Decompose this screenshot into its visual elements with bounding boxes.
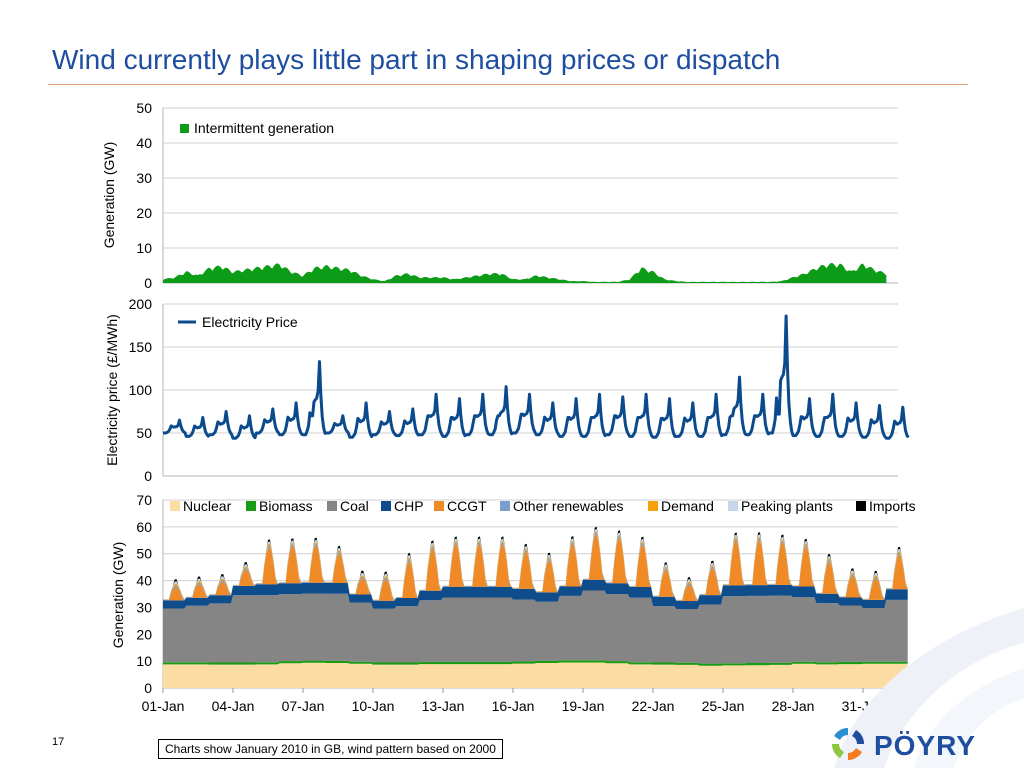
poyry-logo: PÖYRY bbox=[831, 727, 976, 761]
legend-swatch-imports bbox=[856, 501, 866, 511]
x-tick-label: 28-Jan bbox=[772, 698, 815, 714]
chart3-y-ticks: 0 10 20 30 40 50 60 70 bbox=[136, 492, 152, 696]
electricity-price-chart: Electricity price (£/MWh) 0 50 100 150 200 E… bbox=[104, 296, 910, 484]
page-title: Wind currently plays little part in shap… bbox=[52, 44, 781, 75]
p2-y-tick-label: 150 bbox=[129, 339, 153, 355]
generation-stack bbox=[163, 526, 908, 688]
p3-y-tick-label: 60 bbox=[136, 519, 152, 535]
chart2-ylabel: Electricity price (£/MWh) bbox=[104, 314, 120, 466]
legend-label-chp: CHP bbox=[394, 498, 424, 514]
legend-label-price: Electricity Price bbox=[202, 314, 298, 330]
x-tick-label: 01-Jan bbox=[142, 698, 185, 714]
generation-layer-coal bbox=[163, 590, 908, 664]
title-divider bbox=[48, 84, 968, 85]
legend-swatch-peaking bbox=[728, 501, 738, 511]
p3-y-tick-label: 0 bbox=[144, 680, 152, 696]
p2-y-tick-label: 0 bbox=[144, 468, 152, 484]
legend-swatch-nuclear bbox=[170, 501, 180, 511]
legend-label-other_renewables: Other renewables bbox=[513, 498, 624, 514]
chart3-ylabel: Generation (GW) bbox=[110, 542, 126, 649]
generation-layer-ccgt bbox=[163, 534, 908, 601]
footnote: Charts show January 2010 in GB, wind pat… bbox=[158, 739, 503, 759]
p1-y-tick-label: 50 bbox=[136, 100, 152, 116]
electricity-price-line bbox=[162, 314, 910, 440]
legend-label-ccgt: CCGT bbox=[447, 498, 487, 514]
legend-swatch-coal bbox=[327, 501, 337, 511]
legend-label-coal: Coal bbox=[340, 498, 369, 514]
x-tick-label: 22-Jan bbox=[632, 698, 675, 714]
page-number: 17 bbox=[52, 736, 65, 748]
p1-y-tick-label: 40 bbox=[136, 135, 152, 151]
p3-y-tick-label: 10 bbox=[136, 653, 152, 669]
p3-y-tick-label: 50 bbox=[136, 546, 152, 562]
decorative-swirl bbox=[834, 608, 1024, 768]
x-tick-label: 19-Jan bbox=[562, 698, 605, 714]
intermittent-generation-area bbox=[163, 263, 887, 283]
p1-y-tick-label: 10 bbox=[136, 240, 152, 256]
legend-swatch-intermittent bbox=[180, 124, 189, 133]
logo-mark-icon bbox=[831, 727, 865, 761]
chart1-y-ticks: 0 10 20 30 40 50 bbox=[136, 100, 152, 291]
p3-y-tick-label: 70 bbox=[136, 492, 152, 508]
legend-swatch-ccgt bbox=[434, 501, 444, 511]
p1-y-tick-label: 20 bbox=[136, 205, 152, 221]
legend-swatch-demand bbox=[648, 501, 658, 511]
legend-swatch-other_renewables bbox=[500, 501, 510, 511]
x-tick-label: 25-Jan bbox=[702, 698, 745, 714]
generation-layer-biomass bbox=[163, 660, 908, 666]
legend-label-intermittent: Intermittent generation bbox=[194, 120, 334, 136]
x-tick-label: 10-Jan bbox=[352, 698, 395, 714]
p3-y-tick-label: 20 bbox=[136, 626, 152, 642]
p3-y-tick-label: 40 bbox=[136, 573, 152, 589]
legend-swatch-biomass bbox=[246, 501, 256, 511]
p1-y-tick-label: 0 bbox=[144, 275, 152, 291]
logo-wordmark: PÖYRY bbox=[874, 730, 976, 761]
p2-y-tick-label: 200 bbox=[129, 296, 153, 312]
p1-y-tick-label: 30 bbox=[136, 170, 152, 186]
x-tick-label: 04-Jan bbox=[212, 698, 255, 714]
generation-layer-nuclear bbox=[163, 662, 908, 688]
generation-layer-chp bbox=[163, 579, 908, 609]
generation-legend: Nuclear Biomass Coal CHP CCGT Other renewable… bbox=[170, 498, 916, 514]
legend-label-peaking: Peaking plants bbox=[741, 498, 833, 514]
generation-mix-chart: Generation (GW) 0 10 20 30 40 50 60 70 01-Jan 04… bbox=[110, 492, 916, 714]
legend-label-imports: Imports bbox=[869, 498, 916, 514]
x-tick-label: 16-Jan bbox=[492, 698, 535, 714]
p3-y-tick-label: 30 bbox=[136, 599, 152, 615]
legend-swatch-chp bbox=[381, 501, 391, 511]
x-tick-label: 13-Jan bbox=[422, 698, 465, 714]
p2-y-tick-label: 50 bbox=[136, 425, 152, 441]
legend-label-nuclear: Nuclear bbox=[183, 498, 232, 514]
x-tick-label: 07-Jan bbox=[282, 698, 325, 714]
legend-label-demand: Demand bbox=[661, 498, 714, 514]
chart2-y-ticks: 0 50 100 150 200 bbox=[129, 296, 153, 484]
chart1-ylabel: Generation (GW) bbox=[101, 142, 117, 249]
legend-label-biomass: Biomass bbox=[259, 498, 313, 514]
p2-y-tick-label: 100 bbox=[129, 382, 153, 398]
intermittent-generation-chart: Generation (GW) 0 10 20 30 40 50 Intermittent… bbox=[101, 100, 898, 291]
